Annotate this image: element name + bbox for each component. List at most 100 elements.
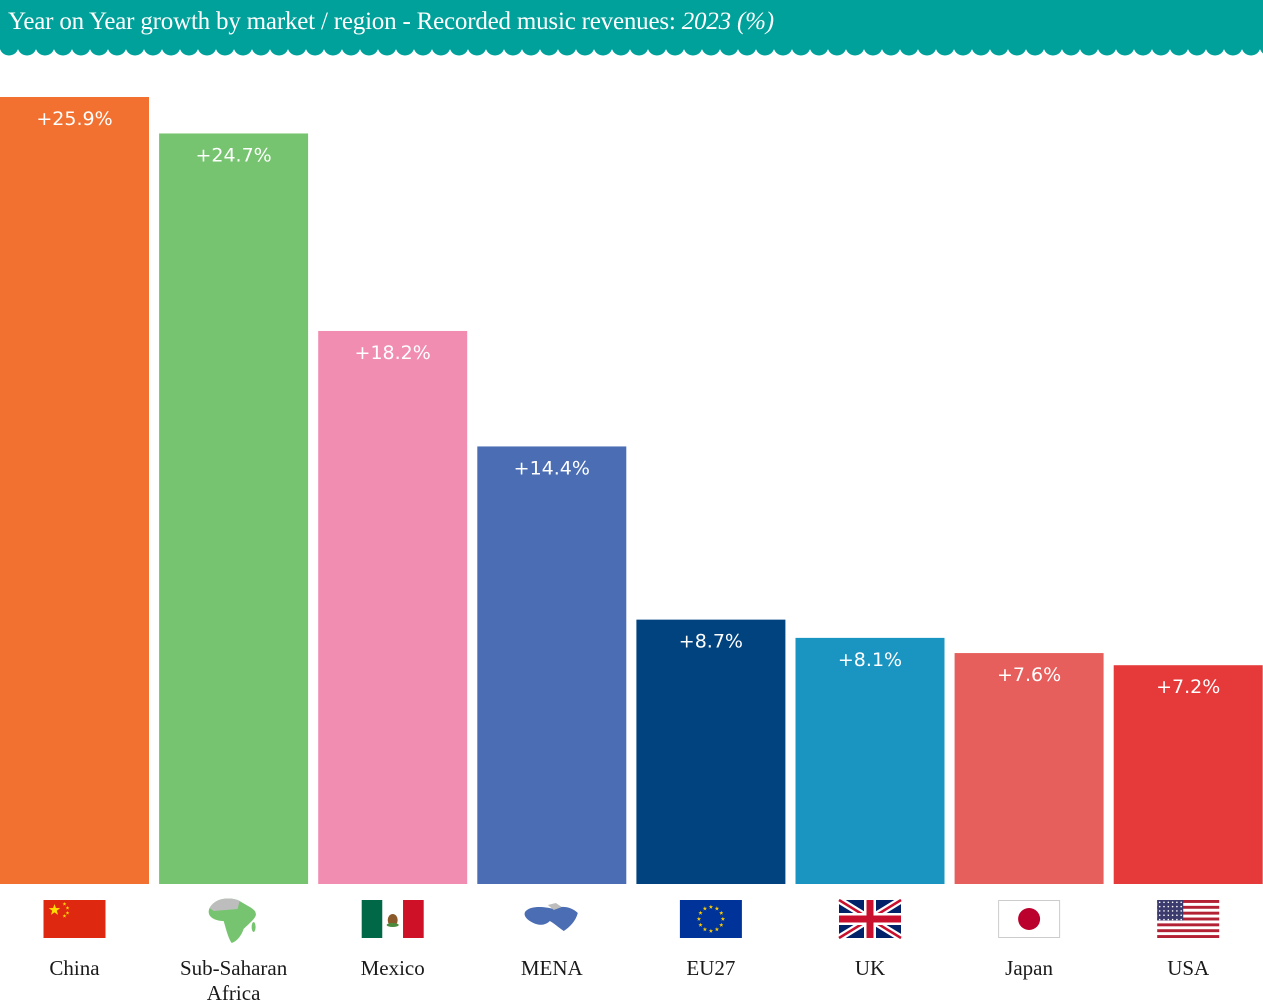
- title-banner-scallop: [863, 36, 883, 56]
- china-flag-icon: [43, 900, 106, 938]
- title-banner-scallop: [449, 36, 469, 56]
- title-banner-scallop: [593, 36, 613, 56]
- title-banner-scallop: [1169, 36, 1189, 56]
- title-banner-scallop: [107, 36, 127, 56]
- title-banner-scallop: [629, 36, 649, 56]
- title-banner-scallop: [1079, 36, 1099, 56]
- title-banner-scallop: [35, 36, 55, 56]
- title-banner-scallop: [17, 36, 37, 56]
- bar-0: [0, 97, 149, 884]
- chart-title-year: 2023 (%): [681, 8, 774, 35]
- eu-flag-icon: [679, 900, 742, 938]
- title-banner-scallop: [269, 36, 289, 56]
- title-banner-scallop: [413, 36, 433, 56]
- title-banner-scallop: [881, 36, 901, 56]
- bar-6: [954, 653, 1104, 884]
- title-banner-scallop: [953, 36, 973, 56]
- title-banner: [0, 0, 1263, 56]
- title-banner-scallop: [665, 36, 685, 56]
- title-banner-scallop: [179, 36, 199, 56]
- bar-value-label: +8.7%: [679, 631, 743, 653]
- title-banner-scallop: [773, 36, 793, 56]
- title-banner-scallop: [395, 36, 415, 56]
- title-banner-scallop: [755, 36, 775, 56]
- title-banner-scallop: [845, 36, 865, 56]
- bar-value-label: +24.7%: [195, 144, 271, 166]
- chart-title: Year on Year growth by market / region -…: [8, 8, 774, 36]
- title-banner-scallop: [1205, 36, 1225, 56]
- title-banner-scallop: [989, 36, 1009, 56]
- title-bar: Year on Year growth by market / region -…: [0, 0, 1263, 56]
- title-banner-scallop: [521, 36, 541, 56]
- title-banner-scallop: [251, 36, 271, 56]
- title-banner-scallop: [215, 36, 235, 56]
- title-banner-scallop: [143, 36, 163, 56]
- title-banner-scallop: [647, 36, 667, 56]
- title-banner-scallop: [233, 36, 253, 56]
- title-banner-scallop: [485, 36, 505, 56]
- title-banner-scallop: [377, 36, 397, 56]
- category-label: EU27: [686, 956, 735, 980]
- title-banner-scallop: [305, 36, 325, 56]
- title-banner-scallop: [503, 36, 523, 56]
- bar-2: [318, 330, 468, 884]
- title-banner-scallop: [1151, 36, 1171, 56]
- category-label: Japan: [1005, 956, 1053, 980]
- title-banner-scallop: [1223, 36, 1243, 56]
- title-banner-scallop: [1043, 36, 1063, 56]
- category-label: Mexico: [361, 956, 425, 980]
- uk-flag-icon: [837, 897, 903, 941]
- title-banner-scallop: [539, 36, 559, 56]
- mena-map-icon: [524, 903, 578, 931]
- category-label: MENA: [521, 956, 584, 980]
- title-banner-scallop: [683, 36, 703, 56]
- title-banner-scallop: [53, 36, 73, 56]
- title-banner-scallop: [359, 36, 379, 56]
- title-banner-scallop: [1259, 38, 1263, 54]
- japan-flag-icon: [998, 900, 1061, 938]
- title-banner-scallop: [341, 36, 361, 56]
- bar-value-label: +7.6%: [997, 664, 1061, 686]
- bar-3: [477, 446, 627, 884]
- title-banner-scallop: [467, 36, 487, 56]
- title-banner-scallop: [197, 36, 217, 56]
- bar-value-label: +18.2%: [355, 342, 431, 364]
- title-banner-scallop: [701, 36, 721, 56]
- title-banner-scallop: [1241, 36, 1261, 56]
- category-label: UK: [855, 956, 885, 980]
- title-banner-scallop: [1007, 36, 1027, 56]
- category-label: China: [49, 956, 100, 980]
- title-banner-scallop: [611, 36, 631, 56]
- africa-map-icon: [208, 898, 256, 943]
- chart-title-main: Year on Year growth by market / region -…: [8, 8, 676, 35]
- title-banner-scallop: [89, 36, 109, 56]
- title-banner-scallop: [791, 36, 811, 56]
- title-banner-scallop: [809, 36, 829, 56]
- bar-7: [1113, 665, 1263, 884]
- bar-value-label: +25.9%: [36, 108, 112, 130]
- bar-value-label: +14.4%: [514, 457, 590, 479]
- bar-5: [795, 637, 945, 884]
- title-banner-scallop: [323, 36, 343, 56]
- title-banner-scallop: [0, 36, 19, 56]
- title-banner-scallop: [827, 36, 847, 56]
- title-banner-scallop: [431, 36, 451, 56]
- category-label: USA: [1167, 956, 1210, 980]
- title-banner-scallop: [287, 36, 307, 56]
- bar-value-label: +7.2%: [1156, 676, 1220, 698]
- title-banner-scallop: [1061, 36, 1081, 56]
- title-banner-scallop: [737, 36, 757, 56]
- bar-value-label: +8.1%: [838, 649, 902, 671]
- title-banner-scallop: [125, 36, 145, 56]
- mexico-flag-icon: [361, 900, 424, 938]
- title-banner-scallop: [935, 36, 955, 56]
- category-label: Africa: [207, 981, 261, 1004]
- title-banner-scallop: [575, 36, 595, 56]
- title-banner-scallop: [1187, 36, 1207, 56]
- title-banner-scallop: [161, 36, 181, 56]
- title-banner-scallop: [899, 36, 919, 56]
- title-banner-scallop: [71, 36, 91, 56]
- category-label: Sub-Saharan: [180, 956, 288, 980]
- title-banner-scallop: [1133, 36, 1153, 56]
